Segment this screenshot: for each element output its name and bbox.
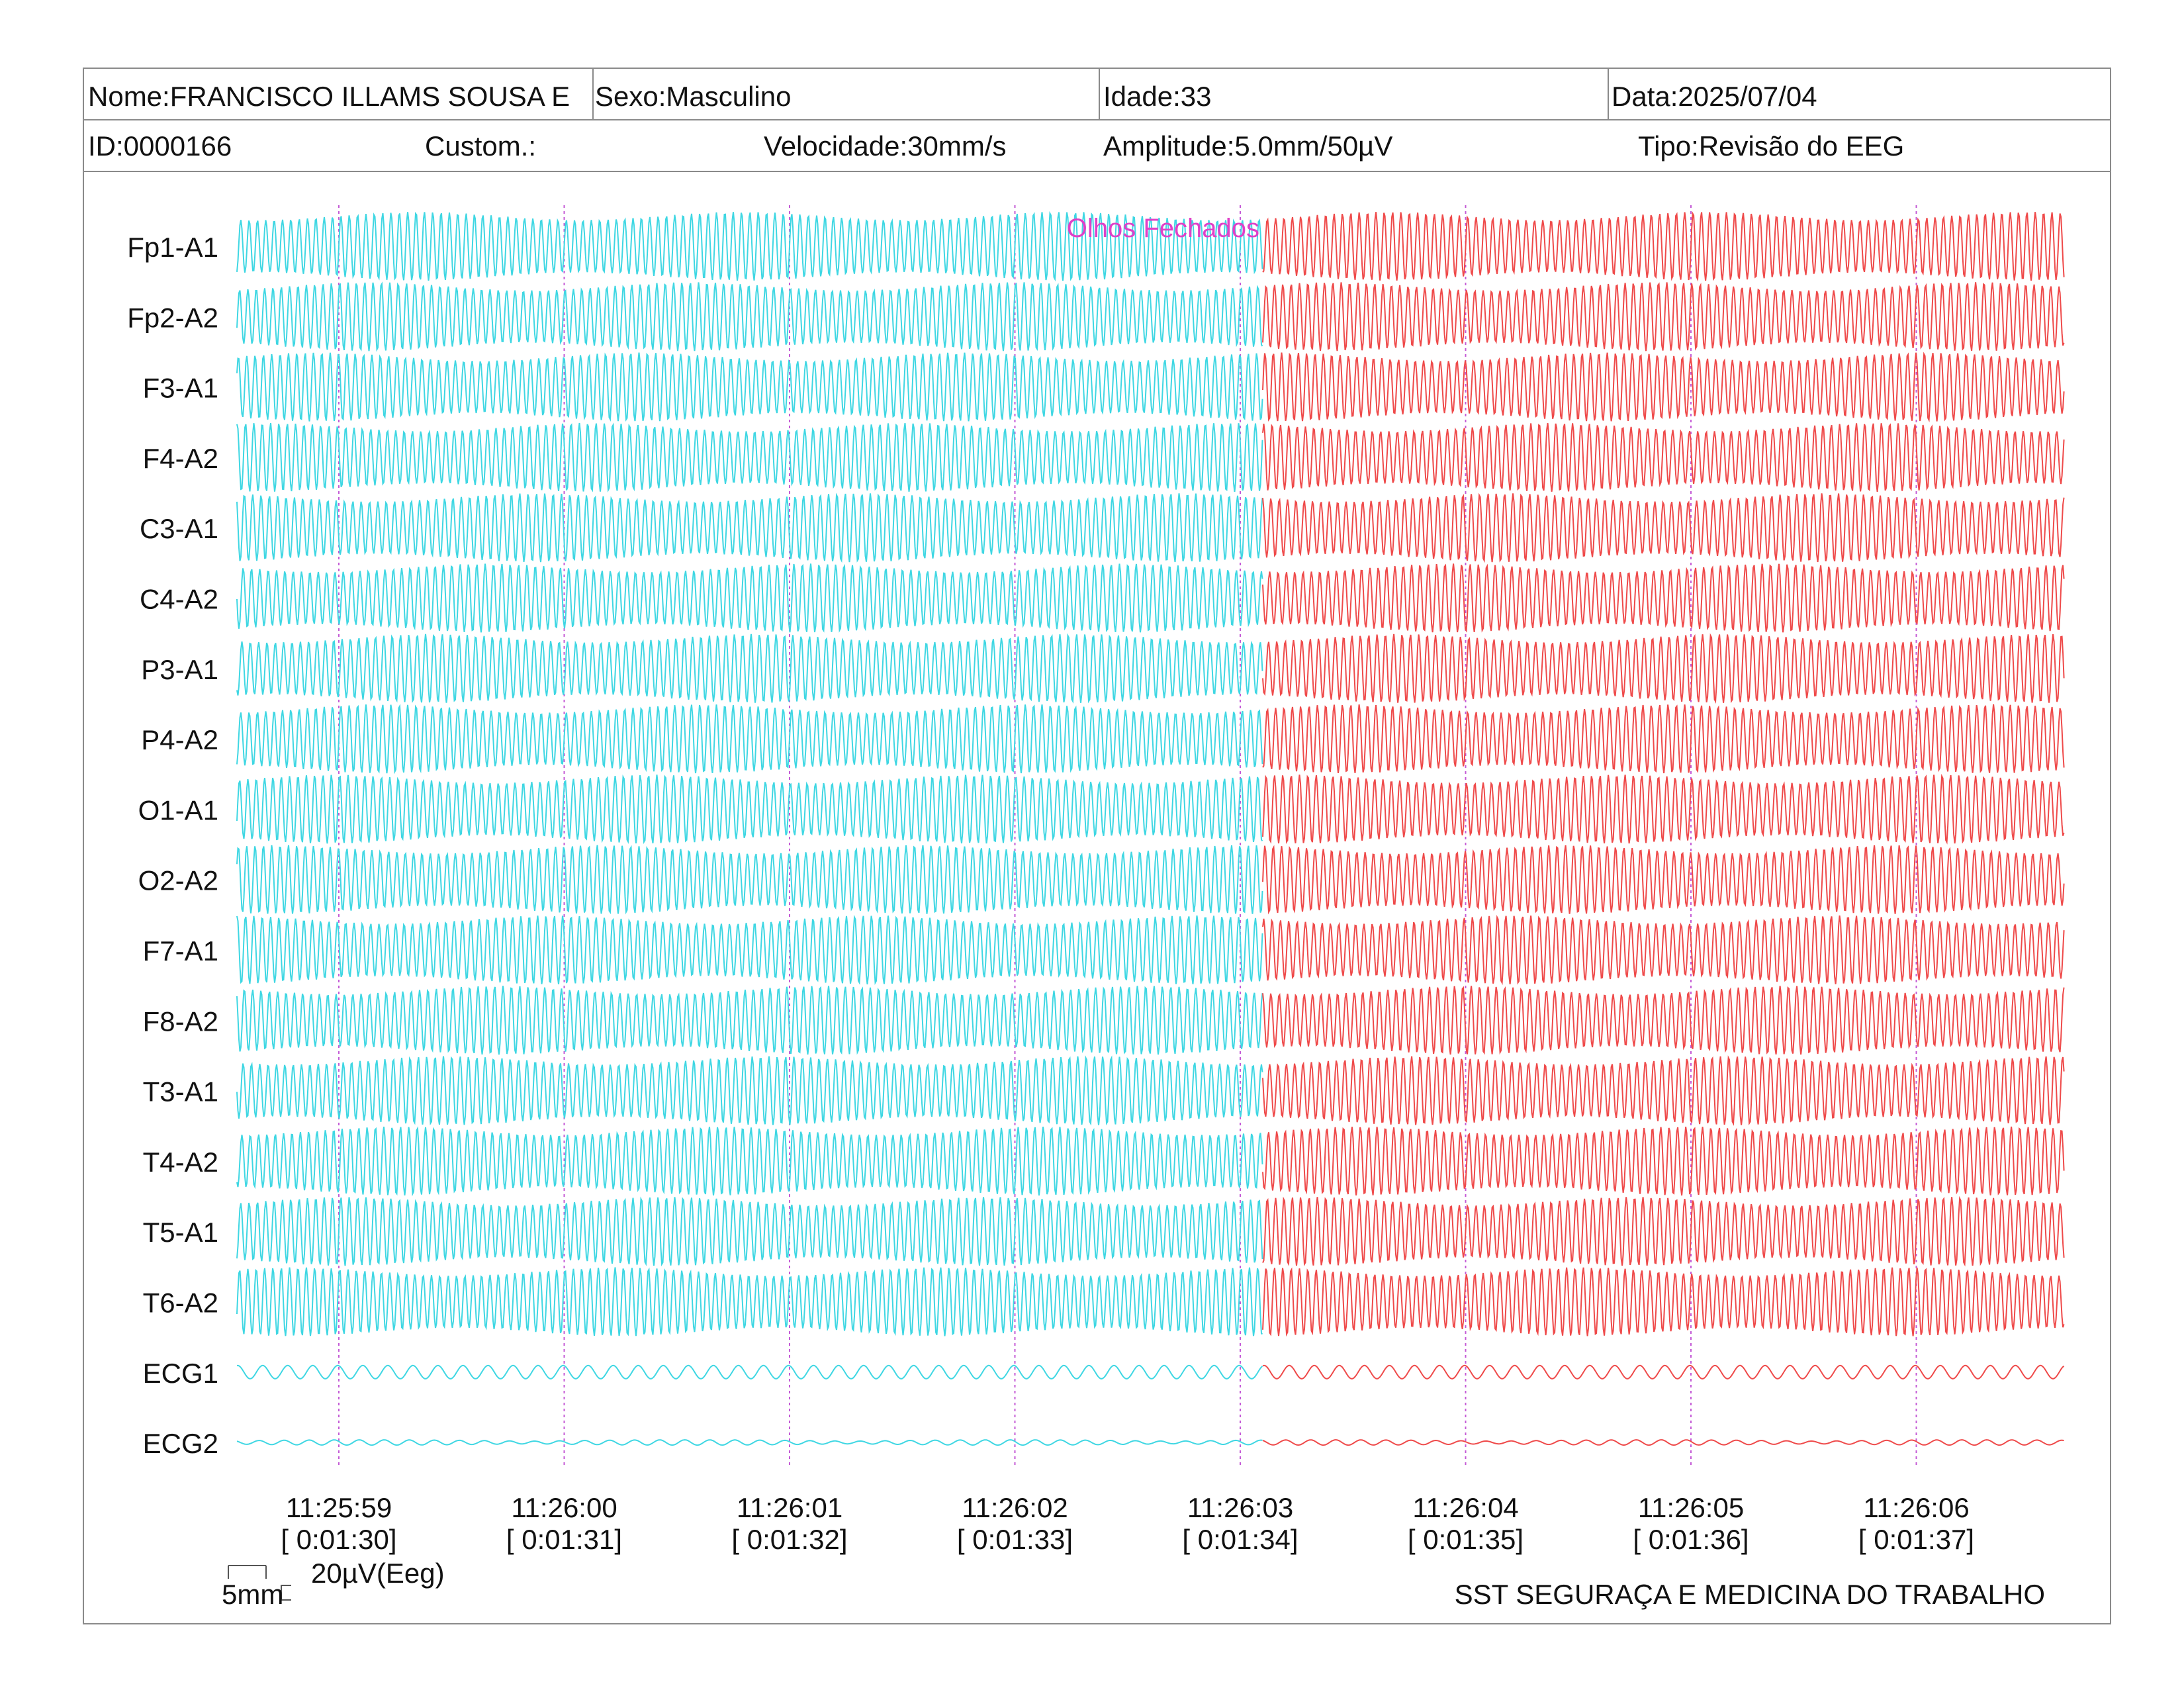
channel-label: ECG1 — [143, 1358, 218, 1389]
trace-segment-before — [236, 281, 1263, 352]
trace-segment-before — [236, 845, 1263, 915]
trace-segment-after — [1262, 915, 2065, 986]
time-scale-bracket — [228, 1565, 291, 1601]
trace-segment-after — [1262, 492, 2065, 563]
trace-segment-after — [1262, 1364, 2065, 1380]
footer-company: SST SEGURAÇA E MEDICINA DO TRABALHO — [1454, 1579, 2045, 1610]
time-tick-elapsed: [ 0:01:33] — [957, 1524, 1073, 1555]
time-tick-elapsed: [ 0:01:34] — [1182, 1524, 1298, 1555]
trace-segment-before — [236, 914, 1263, 985]
time-tick-clock: 11:25:59 — [286, 1492, 392, 1523]
trace-segment-after — [1262, 1439, 2064, 1446]
trace-segment-before — [236, 211, 1263, 282]
trace-segment-before — [236, 422, 1263, 492]
trace-segment-after — [1262, 704, 2065, 774]
patient-id: ID:0000166 — [88, 130, 232, 162]
header-divider — [1099, 69, 1100, 119]
trace-segment-before — [236, 1439, 1263, 1446]
event-annotation: Olhos Fechados — [1067, 214, 1259, 243]
time-tick-elapsed: [ 0:01:31] — [506, 1524, 622, 1555]
patient-sex: Sexo:Masculino — [595, 81, 792, 112]
trace-segment-after — [1262, 211, 2065, 282]
trace-segment-before — [236, 563, 1263, 633]
channel-label: P3-A1 — [141, 654, 218, 685]
time-scale-label: 5mm — [222, 1579, 284, 1610]
trace-segment-before — [236, 352, 1263, 422]
channel-label: T5-A1 — [143, 1217, 218, 1248]
channel-label: Fp1-A1 — [127, 232, 218, 263]
time-tick-clock: 11:26:03 — [1187, 1492, 1293, 1523]
trace-segment-before — [236, 774, 1263, 845]
trace-segment-before — [236, 492, 1263, 563]
amplitude-scale-label: 20µV(Eeg) — [311, 1558, 445, 1589]
time-tick-elapsed: [ 0:01:32] — [731, 1524, 847, 1555]
header-row-2: ID:0000166 Custom.: Velocidade:30mm/s Am… — [84, 120, 2110, 172]
channel-label: T6-A2 — [143, 1288, 218, 1319]
trace-segment-after — [1262, 352, 2065, 422]
report-frame: Nome:FRANCISCO ILLAMS SOUSA E Sexo:Mascu… — [83, 68, 2111, 1624]
trace-segment-after — [1262, 1267, 2065, 1337]
time-tick-elapsed: [ 0:01:36] — [1633, 1524, 1749, 1555]
time-tick-clock: 11:26:02 — [962, 1492, 1068, 1523]
channel-label: F3-A1 — [143, 373, 218, 404]
channel-label: F8-A2 — [143, 1006, 218, 1037]
trace-segment-after — [1262, 845, 2065, 915]
header-divider — [1608, 69, 1609, 119]
channel-label: P4-A2 — [141, 724, 218, 755]
custom-field: Custom.: — [425, 130, 537, 162]
time-tick-clock: 11:26:00 — [511, 1492, 617, 1523]
time-tick-elapsed: [ 0:01:37] — [1858, 1524, 1974, 1555]
channel-label: T3-A1 — [143, 1076, 218, 1107]
channel-label: O1-A1 — [138, 794, 218, 825]
trace-segment-before — [236, 633, 1263, 704]
trace-segment-after — [1262, 774, 2065, 845]
trace-segment-before — [236, 986, 1263, 1055]
trace-segment-before — [236, 1364, 1263, 1380]
trace-segment-after — [1262, 563, 2065, 633]
time-tick-clock: 11:26:04 — [1412, 1492, 1518, 1523]
trace-segment-before — [236, 1267, 1263, 1336]
trace-segment-after — [1262, 423, 2065, 492]
exam-date: Data:2025/07/04 — [1612, 81, 1817, 112]
trace-segment-before — [236, 1196, 1263, 1267]
time-tick-clock: 11:26:06 — [1863, 1492, 1969, 1523]
trace-segment-after — [1262, 1196, 2065, 1267]
trace-segment-before — [236, 1126, 1263, 1197]
patient-name: Nome:FRANCISCO ILLAMS SOUSA E — [88, 81, 570, 112]
trace-segment-before — [236, 704, 1263, 774]
time-tick-elapsed: [ 0:01:35] — [1408, 1524, 1524, 1555]
channel-label: O2-A2 — [138, 865, 218, 896]
channel-label: C3-A1 — [140, 513, 218, 544]
time-tick-clock: 11:26:05 — [1638, 1492, 1744, 1523]
channel-label: ECG2 — [143, 1428, 218, 1459]
exam-type: Tipo:Revisão do EEG — [1638, 130, 1905, 162]
trace-segment-after — [1262, 633, 2065, 704]
channel-label: F4-A2 — [143, 443, 218, 474]
channel-label: T4-A2 — [143, 1147, 218, 1178]
header-divider — [592, 69, 594, 119]
trace-segment-after — [1262, 1055, 2065, 1126]
patient-age: Idade:33 — [1103, 81, 1212, 112]
amplitude-setting: Amplitude:5.0mm/50µV — [1103, 130, 1393, 162]
trace-segment-after — [1262, 986, 2065, 1055]
time-tick-clock: 11:26:01 — [737, 1492, 842, 1523]
channel-label: F7-A1 — [143, 935, 218, 966]
trace-segment-before — [236, 1055, 1263, 1126]
channel-label: Fp2-A2 — [127, 302, 218, 333]
trace-segment-after — [1262, 1126, 2065, 1196]
channel-label: C4-A2 — [140, 584, 218, 615]
time-tick-elapsed: [ 0:01:30] — [281, 1524, 396, 1555]
speed-setting: Velocidade:30mm/s — [764, 130, 1007, 162]
header-row-1: Nome:FRANCISCO ILLAMS SOUSA E Sexo:Mascu… — [84, 69, 2110, 120]
trace-segment-after — [1262, 282, 2065, 352]
